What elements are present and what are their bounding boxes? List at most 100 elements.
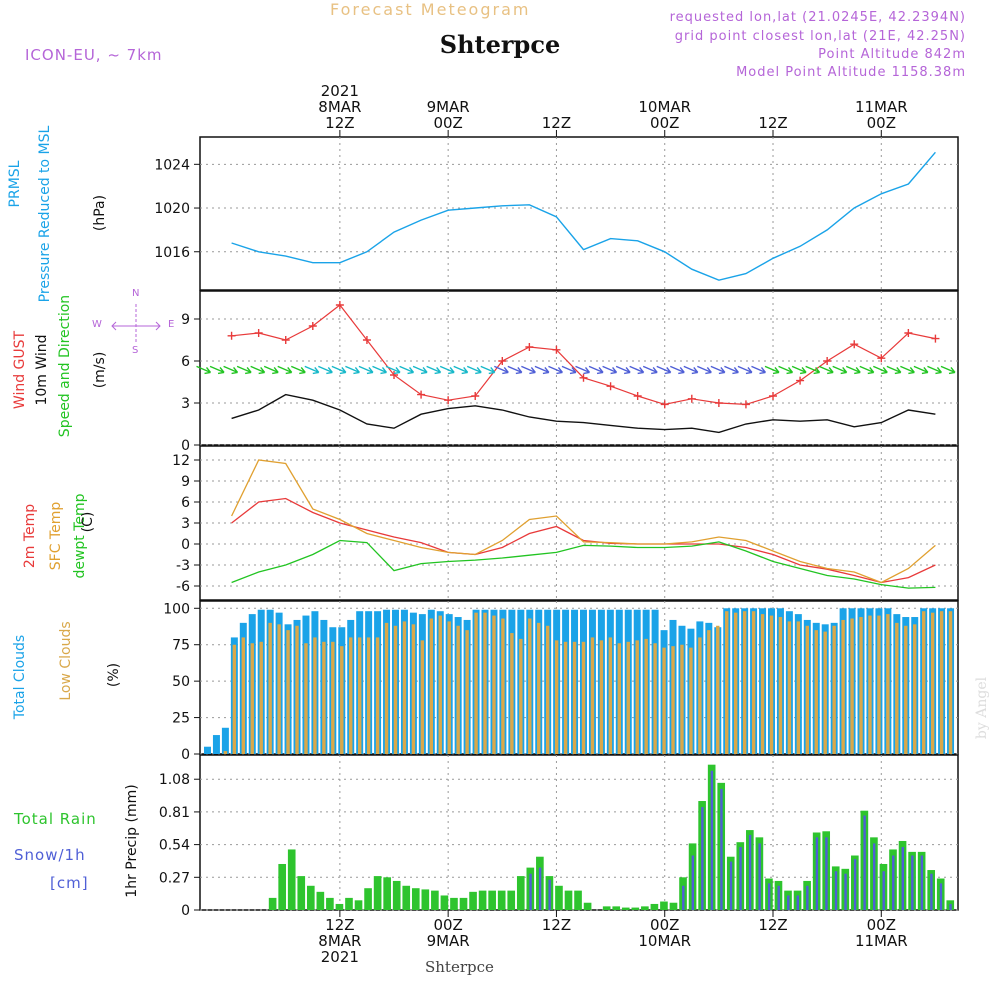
wind-direction-arrow bbox=[629, 365, 645, 375]
wind-direction-arrow bbox=[561, 365, 577, 375]
ytick-label-pressure: 1020 bbox=[154, 201, 190, 217]
rain-bar bbox=[641, 906, 649, 910]
xtick-label-top: 9MAR bbox=[427, 98, 470, 116]
ytick-label-wind: 0 bbox=[181, 438, 190, 454]
low-clouds-bar bbox=[626, 641, 630, 754]
wind-direction-arrow bbox=[913, 365, 929, 375]
xtick-label-bottom: 10MAR bbox=[638, 932, 691, 950]
rain-bar bbox=[440, 895, 449, 910]
ytick-label-clouds: 100 bbox=[163, 601, 190, 617]
ytick-label-pressure: 1024 bbox=[154, 157, 190, 173]
low-clouds-bar bbox=[429, 618, 434, 754]
low-clouds-bar bbox=[886, 614, 890, 754]
low-clouds-bar bbox=[796, 621, 801, 754]
gust-marker bbox=[281, 336, 290, 344]
snow-bar bbox=[787, 895, 790, 910]
wind-direction-arrow bbox=[548, 365, 563, 375]
rain-bar bbox=[497, 890, 506, 910]
low-clouds-bar bbox=[259, 641, 263, 754]
rain-bar bbox=[621, 907, 630, 910]
wind-direction-arrow bbox=[358, 365, 374, 375]
ytick-label-precipitation: 0 bbox=[181, 903, 190, 919]
xtick-label-top: 10MAR bbox=[638, 98, 691, 116]
snow-bar bbox=[863, 815, 866, 910]
total-clouds-bar bbox=[204, 746, 211, 754]
rain-bar bbox=[411, 888, 420, 910]
rain-bar bbox=[469, 891, 477, 910]
low-clouds-bar bbox=[868, 615, 872, 754]
wind-direction-arrow bbox=[196, 365, 212, 375]
snow-bar bbox=[710, 770, 714, 910]
model-altitude: Model Point Altitude 1158.38m bbox=[736, 65, 966, 80]
low-clouds-bar bbox=[456, 625, 460, 754]
snow-bar bbox=[806, 885, 809, 910]
snow-bar bbox=[767, 883, 771, 910]
point-altitude: Point Altitude 842m bbox=[818, 47, 966, 62]
gust-marker bbox=[335, 301, 344, 309]
rain-bar bbox=[612, 906, 621, 910]
low-clouds-bar bbox=[563, 641, 568, 754]
wind-direction-arrow bbox=[209, 365, 225, 375]
low-clouds-bar bbox=[375, 637, 380, 754]
gust-marker bbox=[931, 334, 940, 343]
low-clouds-bar bbox=[331, 641, 335, 754]
low-clouds-bar bbox=[921, 611, 926, 754]
snow-bar bbox=[853, 859, 857, 910]
low-clouds-bar bbox=[832, 625, 836, 754]
ytick-label-pressure: 1016 bbox=[154, 245, 190, 261]
ytick-label-wind: 9 bbox=[181, 312, 190, 328]
rain-bar bbox=[459, 897, 468, 910]
compass-east: E bbox=[168, 319, 175, 330]
wind-direction-arrow bbox=[575, 365, 591, 375]
rain-bar bbox=[660, 901, 668, 910]
low-clouds-bar bbox=[393, 625, 398, 754]
snow-bar bbox=[825, 837, 828, 910]
low-clouds-bar bbox=[402, 621, 407, 754]
low-clouds-bar bbox=[492, 615, 496, 754]
wind-direction-arrow bbox=[304, 365, 320, 375]
low-clouds-bar bbox=[608, 637, 613, 754]
ytick-label-temperature: 9 bbox=[181, 474, 190, 490]
wind-direction-arrow bbox=[331, 365, 347, 375]
compass-south: S bbox=[132, 345, 139, 356]
dewpt-line bbox=[231, 539, 936, 589]
xtick-label-bottom: 9MAR bbox=[427, 932, 470, 950]
wind-direction-arrow bbox=[737, 365, 753, 375]
gust-marker bbox=[687, 394, 696, 403]
gust-marker bbox=[606, 382, 615, 391]
gust-marker bbox=[850, 340, 859, 349]
low-clouds-bar bbox=[769, 615, 774, 754]
low-clouds-bar bbox=[689, 647, 693, 754]
gust-marker bbox=[308, 322, 317, 330]
sfc-temp-line bbox=[231, 459, 936, 584]
rain-bar bbox=[364, 888, 372, 910]
low-clouds-bar bbox=[420, 640, 425, 754]
gust-marker bbox=[823, 357, 832, 365]
low-clouds-bar bbox=[841, 619, 845, 754]
low-clouds-bar bbox=[733, 612, 738, 754]
xtick-label-bottom: 2021 bbox=[321, 948, 359, 966]
panel-frame-pressure bbox=[199, 136, 959, 291]
low-clouds-bar bbox=[304, 643, 308, 754]
low-clouds-bar bbox=[465, 630, 469, 754]
snow-bar bbox=[758, 843, 761, 910]
low-clouds-bar bbox=[483, 612, 487, 754]
low-clouds-bar bbox=[581, 641, 586, 754]
low-clouds-bar bbox=[384, 622, 389, 754]
snow-bar bbox=[949, 903, 952, 910]
wind-direction-arrow bbox=[832, 365, 848, 375]
wind-direction-arrow bbox=[494, 365, 509, 375]
snow-bar bbox=[834, 871, 838, 910]
xtick-label-bottom: 11MAR bbox=[855, 932, 908, 950]
wind-direction-arrow bbox=[507, 365, 523, 375]
wind-direction-arrow bbox=[710, 365, 726, 375]
snow-bar bbox=[911, 855, 914, 910]
wind-direction-arrow bbox=[277, 365, 293, 375]
rain-bar bbox=[306, 885, 315, 910]
low-clouds-bar bbox=[447, 621, 451, 754]
snow-unit-legend: [cm] bbox=[50, 874, 89, 892]
rain-bar bbox=[402, 885, 411, 910]
wind-direction-arrow bbox=[751, 365, 767, 375]
gust-marker bbox=[579, 373, 588, 382]
